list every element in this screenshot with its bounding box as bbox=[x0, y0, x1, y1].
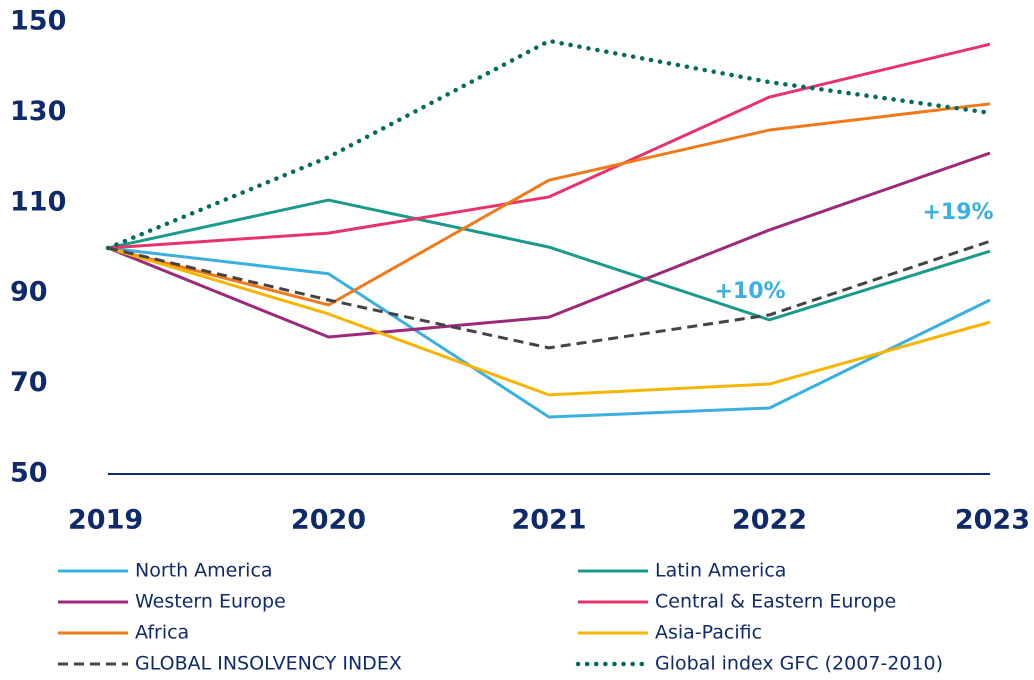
series-line bbox=[107, 102, 991, 307]
x-tick-label: 2019 bbox=[68, 505, 143, 536]
y-tick-label: 110 bbox=[10, 186, 66, 217]
annotation: +19% bbox=[922, 200, 993, 225]
legend-label: Latin America bbox=[655, 560, 786, 582]
legend-label: Central & Eastern Europe bbox=[655, 591, 896, 613]
legend-label: North America bbox=[135, 560, 273, 582]
y-tick-label: 130 bbox=[10, 96, 66, 127]
legend-label: Asia-Pacific bbox=[655, 622, 762, 644]
y-tick-label: 90 bbox=[10, 277, 48, 308]
y-tick-label: 50 bbox=[10, 458, 48, 489]
series-line bbox=[107, 246, 991, 397]
series-line bbox=[107, 42, 991, 250]
y-tick-label: 70 bbox=[10, 367, 48, 398]
legend-label: Global index GFC (2007-2010) bbox=[655, 653, 943, 675]
x-tick-label: 2022 bbox=[732, 505, 807, 536]
legend-label: Western Europe bbox=[135, 591, 286, 613]
series-line bbox=[107, 198, 991, 322]
y-tick-label: 150 bbox=[10, 6, 66, 37]
annotation: +10% bbox=[714, 279, 785, 304]
series-line bbox=[107, 151, 991, 339]
series-line bbox=[105, 38, 993, 251]
series-line bbox=[107, 239, 991, 350]
x-tick-label: 2023 bbox=[955, 505, 1030, 536]
x-tick-label: 2021 bbox=[511, 505, 586, 536]
legend-label: GLOBAL INSOLVENCY INDEX bbox=[135, 653, 402, 675]
series-line bbox=[107, 246, 991, 419]
legend-label: Africa bbox=[135, 622, 189, 644]
x-tick-label: 2020 bbox=[291, 505, 366, 536]
